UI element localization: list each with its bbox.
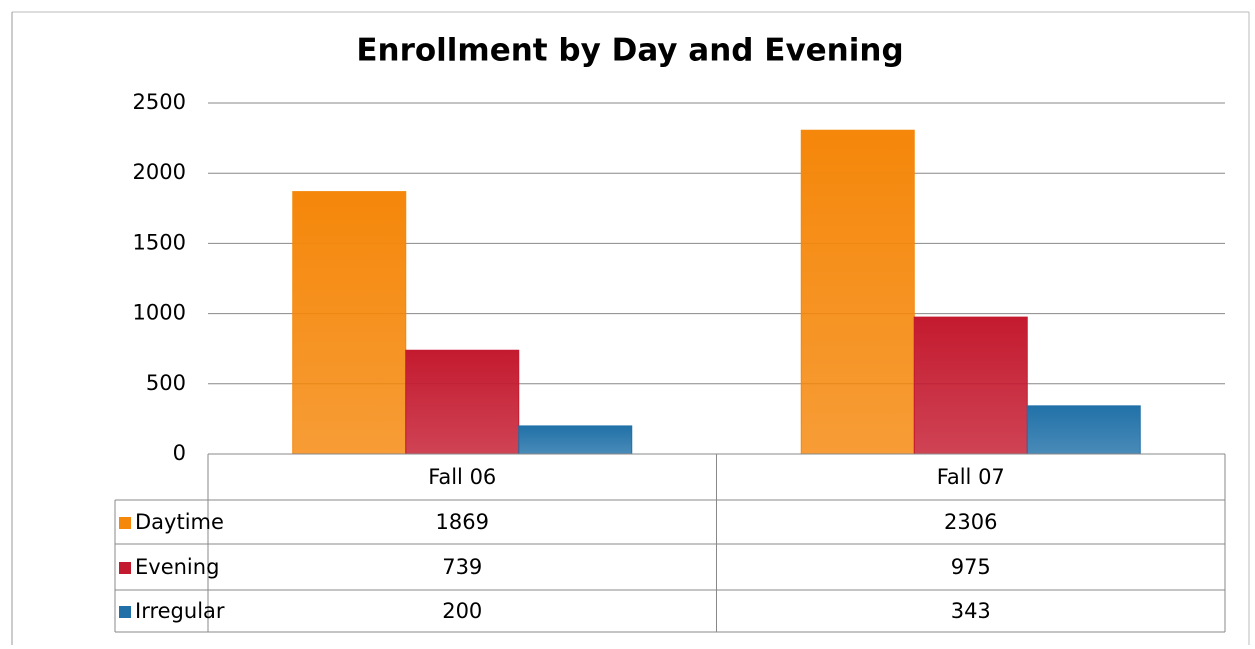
table-value: 343 bbox=[951, 599, 991, 623]
y-tick-label: 1500 bbox=[133, 230, 186, 254]
table-value: 739 bbox=[442, 555, 482, 579]
y-tick-label: 2500 bbox=[133, 90, 186, 114]
bar bbox=[913, 316, 1028, 455]
legend-key bbox=[119, 517, 131, 529]
bar bbox=[292, 191, 407, 455]
table-value: 200 bbox=[442, 599, 482, 623]
legend-key bbox=[119, 606, 131, 618]
table-value: 1869 bbox=[436, 510, 489, 534]
y-tick-label: 500 bbox=[146, 371, 186, 395]
bar bbox=[800, 129, 915, 455]
bar bbox=[518, 425, 633, 455]
bar bbox=[1026, 405, 1141, 455]
y-tick-label: 0 bbox=[173, 441, 186, 465]
table-value: 2306 bbox=[944, 510, 997, 534]
legend-key bbox=[119, 562, 131, 574]
y-tick-label: 2000 bbox=[133, 160, 186, 184]
legend-label: Evening bbox=[135, 555, 219, 579]
legend-label: Irregular bbox=[135, 599, 225, 623]
table-value: 975 bbox=[951, 555, 991, 579]
bar bbox=[405, 349, 520, 455]
legend-label: Daytime bbox=[135, 510, 224, 534]
x-tick-label: Fall 06 bbox=[428, 465, 496, 489]
x-tick-label: Fall 07 bbox=[937, 465, 1005, 489]
chart-title: Enrollment by Day and Evening bbox=[356, 33, 903, 69]
y-tick-label: 1000 bbox=[133, 301, 186, 325]
